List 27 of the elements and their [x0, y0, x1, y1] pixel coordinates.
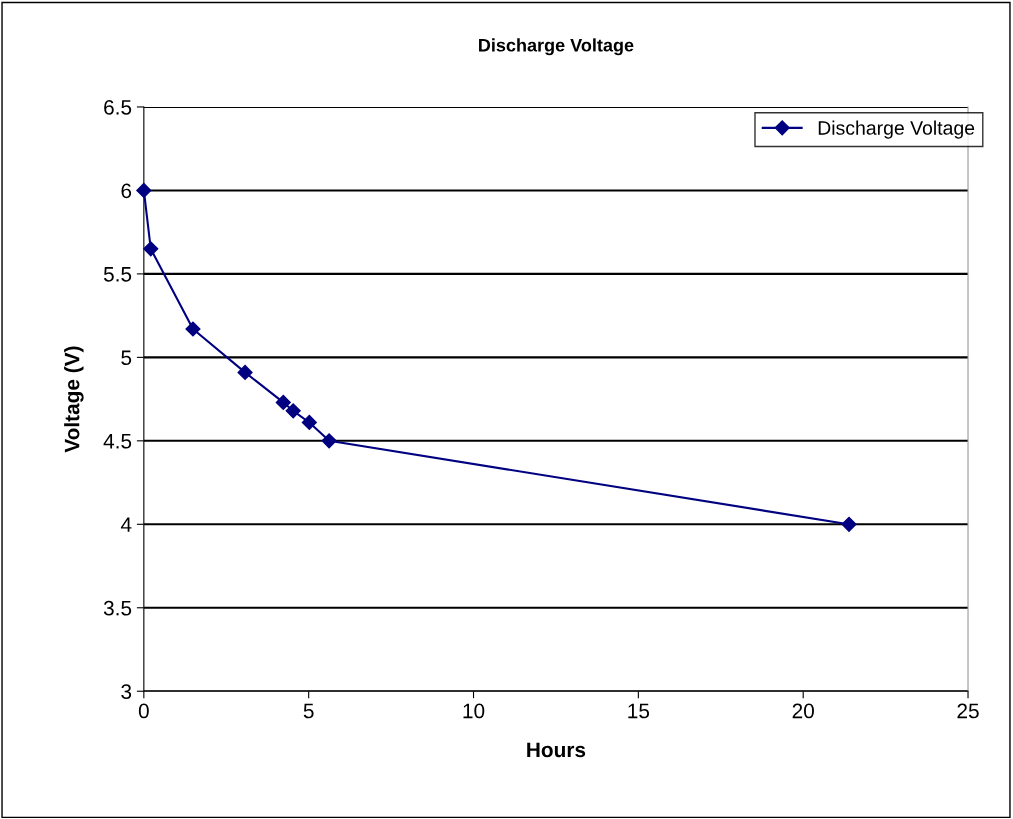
point [841, 516, 857, 532]
x-tick-label: 20 [792, 703, 814, 719]
chart-title: Discharge Voltage [479, 38, 634, 56]
x-tick-label: 5 [303, 703, 314, 719]
x-tick-label: 10 [463, 703, 485, 719]
y-tick-label: 4 [120, 517, 132, 532]
y-axis-title: Voltage (V) [64, 346, 84, 453]
point [301, 414, 317, 431]
y-tick-label: 3 [121, 684, 132, 699]
point [185, 321, 201, 337]
y-tick-label: 4.5 [103, 434, 132, 449]
x-tick-label: 15 [628, 703, 650, 719]
y-tick-label: 5 [121, 350, 132, 366]
point [136, 182, 152, 198]
point [285, 403, 301, 419]
x-axis-title: Hours [527, 742, 586, 758]
y-tick-label: 6 [121, 183, 132, 199]
point [275, 394, 291, 411]
point [143, 241, 159, 257]
legend-label: Discharge Voltage [818, 120, 975, 139]
y-tick-label: 3.5 [103, 600, 132, 616]
x-tick-label: 0 [138, 703, 149, 719]
y-tick-label: 6.5 [104, 99, 132, 115]
x-tick-label: 25 [957, 703, 979, 719]
point [321, 433, 337, 449]
y-tick-label: 5.5 [103, 267, 132, 282]
point [237, 364, 253, 380]
